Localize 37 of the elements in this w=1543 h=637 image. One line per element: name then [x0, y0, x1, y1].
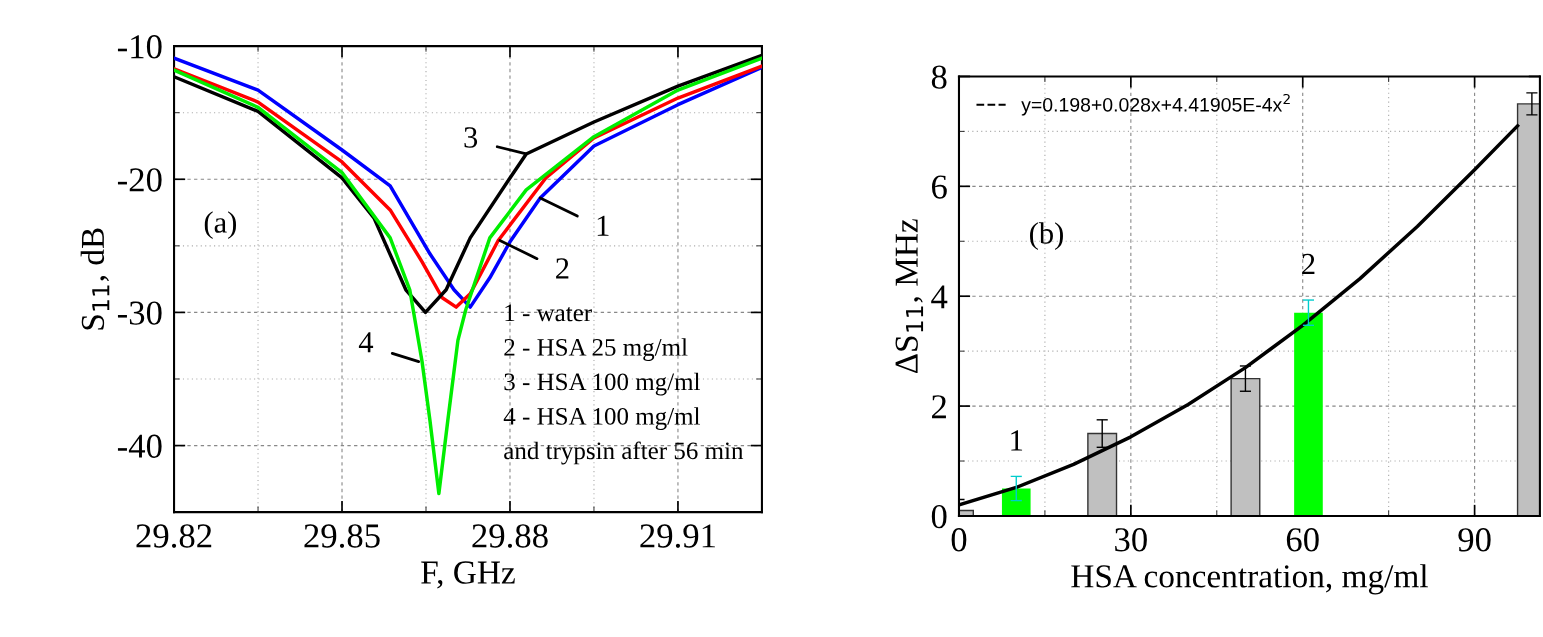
- annotation: (b): [1030, 222, 1063, 250]
- x-axis-title: F, GHz: [421, 561, 515, 589]
- annotation: 1 - water: [505, 304, 592, 322]
- annotation: 3: [464, 127, 478, 148]
- x-tick-label: 0: [951, 528, 967, 552]
- y-tick-label: -30: [117, 301, 162, 325]
- x-tick-label: 29.88: [472, 524, 548, 548]
- x-tick-label: 90: [1458, 528, 1491, 552]
- y-axis-title: S$_{11}$, dB: [80, 228, 110, 330]
- annotation: 4 - HSA 100 mg/ml: [503, 407, 701, 430]
- x-tick-label: 29.91: [640, 524, 715, 548]
- y-tick-label: -40: [117, 434, 162, 458]
- y-tick-label: 0: [931, 504, 947, 529]
- y-axis-title: ΔS$_{11}$, MHz: [895, 219, 924, 374]
- y-tick-label: -10: [117, 35, 162, 59]
- line-series: [958, 124, 1520, 507]
- y-tick-label: 2: [932, 395, 946, 419]
- annotation: and trypsin after 56 min: [504, 441, 744, 465]
- annotation: (a): [204, 211, 237, 240]
- annotation: 2: [556, 258, 569, 279]
- annotation: 3 - HSA 100 mg/ml: [504, 372, 701, 396]
- x-tick-label: 60: [1286, 528, 1319, 552]
- annotation: 1: [597, 215, 609, 236]
- y-tick-label: 8: [931, 65, 947, 89]
- annotation: 2 - HSA 25 mg/ml: [504, 338, 688, 361]
- annotation: 2: [1302, 253, 1315, 275]
- y-tick-label: 4: [931, 285, 948, 309]
- annotation: 4: [358, 332, 374, 353]
- x-tick-label: 30: [1115, 528, 1147, 552]
- y-tick-label: 6: [931, 175, 947, 199]
- y-tick-label: -20: [117, 168, 162, 192]
- line-series: [174, 56, 762, 496]
- x-axis-title: HSA concentration, mg/ml: [1071, 564, 1428, 595]
- annotation: 1: [1011, 430, 1023, 451]
- legend-label: y=0.198+0.028x+4.41905E-4x$^{2}$: [1021, 93, 1290, 116]
- x-tick-label: 29.85: [304, 524, 380, 548]
- x-tick-label: 29.82: [136, 524, 212, 548]
